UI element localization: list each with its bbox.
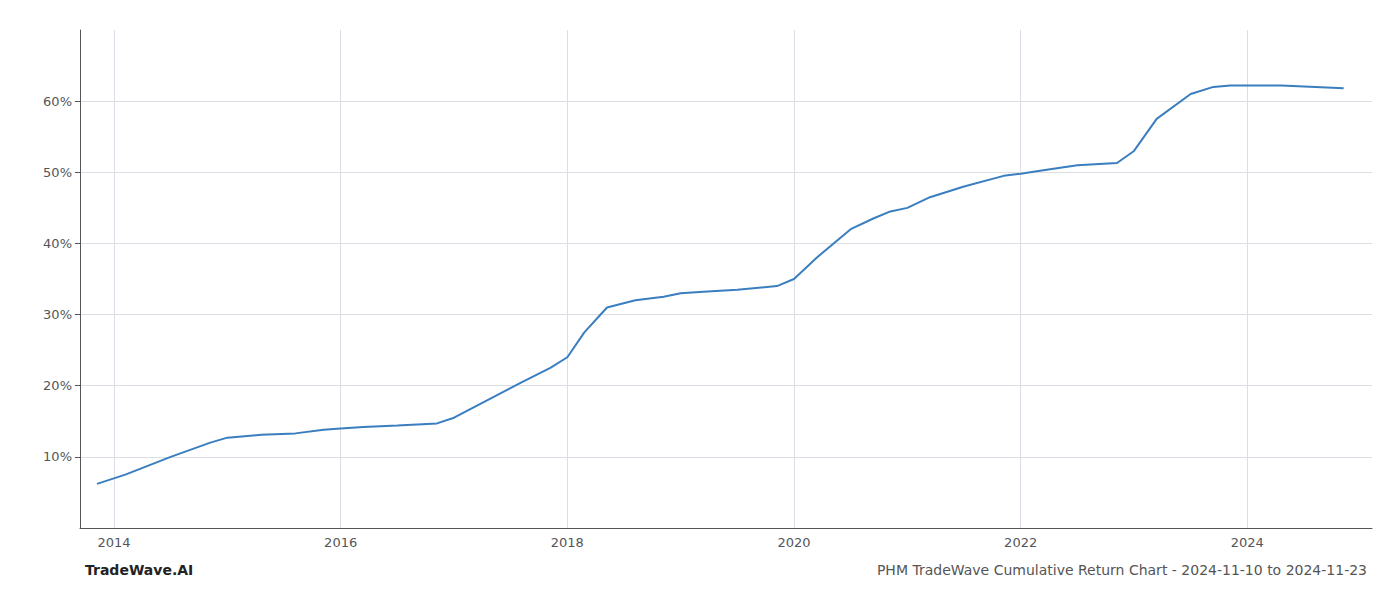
svg-text:2020: 2020 (777, 535, 810, 550)
svg-text:2014: 2014 (97, 535, 130, 550)
svg-text:50%: 50% (43, 165, 72, 180)
svg-text:20%: 20% (43, 378, 72, 393)
svg-text:2024: 2024 (1231, 535, 1264, 550)
svg-text:PHM TradeWave Cumulative Retur: PHM TradeWave Cumulative Return Chart - … (877, 562, 1367, 578)
svg-text:40%: 40% (43, 236, 72, 251)
svg-text:2016: 2016 (324, 535, 357, 550)
svg-text:60%: 60% (43, 94, 72, 109)
svg-text:2022: 2022 (1004, 535, 1037, 550)
svg-text:TradeWave.AI: TradeWave.AI (85, 562, 193, 578)
svg-text:2018: 2018 (551, 535, 584, 550)
svg-text:10%: 10% (43, 449, 72, 464)
svg-text:30%: 30% (43, 307, 72, 322)
